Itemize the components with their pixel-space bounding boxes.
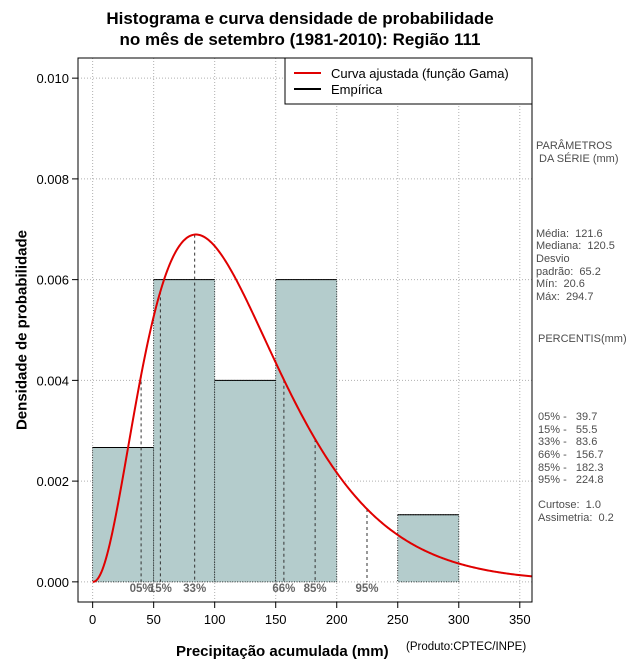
histogram-bars (92, 279, 460, 583)
x-tick-label-5: 250 (387, 612, 409, 627)
percentile-label-95%: 95% (355, 583, 378, 595)
legend: Curva ajustada (função Gama)Empírica (284, 57, 533, 105)
series-parameters-header: PARÂMETROS DA SÉRIE (mm) (536, 140, 619, 165)
x-axis-label: Precipitação acumulada (mm) (176, 643, 389, 660)
x-tick-label-3: 150 (265, 612, 287, 627)
series-parameters-panel: PARÂMETROS DA SÉRIE (mm) Média: 121.6 Me… (536, 115, 619, 316)
histogram-bar-5 (397, 514, 460, 583)
product-credit: (Produto:CPTEC/INPE) (406, 641, 527, 653)
x-tick-label-1: 50 (146, 612, 160, 627)
x-tick-label-7: 350 (509, 612, 531, 627)
y-tick-label-4: 0.008 (36, 172, 69, 187)
y-tick-label-1: 0.002 (36, 474, 69, 489)
y-tick-label-3: 0.006 (36, 273, 69, 288)
y-tick-label-0: 0.000 (36, 575, 69, 590)
legend-fit-label: Curva ajustada (função Gama) (331, 66, 509, 81)
percentiles-panel: PERCENTIS(mm) 05% - 39.7 15% - 55.5 33% … (538, 308, 627, 537)
percentiles-values: 05% - 39.7 15% - 55.5 33% - 83.6 66% - 1… (538, 411, 614, 524)
gamma-fit-curve (92, 233, 533, 583)
histogram-bar-1 (153, 279, 216, 583)
y-axis-label: Densidade de probabilidade (13, 229, 31, 431)
percentile-label-85%: 85% (304, 583, 327, 595)
y-tick-label-5: 0.010 (36, 71, 69, 86)
histogram-bar-3 (275, 279, 338, 583)
series-parameters-values: Média: 121.6 Mediana: 120.5 Desvio padrã… (536, 227, 615, 303)
x-tick-label-4: 200 (326, 612, 348, 627)
percentile-label-33%: 33% (183, 583, 206, 595)
percentile-label-15%: 15% (149, 583, 172, 595)
legend-box (284, 57, 533, 105)
histogram-bar-2 (214, 379, 277, 583)
x-tick-label-2: 100 (204, 612, 226, 627)
legend-empirical-label: Empírica (331, 82, 383, 97)
axes: 0 50 100 150 200 250 300 350 0.000 0.002 0.004 0.00… (36, 57, 533, 627)
chart-title-line2: no mês de setembro (1981-2010): Região 1… (119, 30, 481, 49)
chart-title-line1: Histograma e curva densidade de probabil… (106, 9, 494, 28)
percentile-label-66%: 66% (272, 583, 295, 595)
percentile-label-05%: 05% (130, 583, 153, 595)
fit-curve-layer (92, 233, 533, 583)
chart-title: Histograma e curva densidade de probabil… (0, 8, 600, 50)
x-tick-label-0: 0 (89, 612, 96, 627)
histogram-bar-0 (92, 447, 155, 583)
y-tick-label-2: 0.004 (36, 373, 69, 388)
x-tick-label-6: 300 (448, 612, 470, 627)
percentile-markers: 05%15% 33% 66% 85% 95% (130, 234, 379, 595)
percentiles-header: PERCENTIS(mm) (538, 333, 627, 346)
